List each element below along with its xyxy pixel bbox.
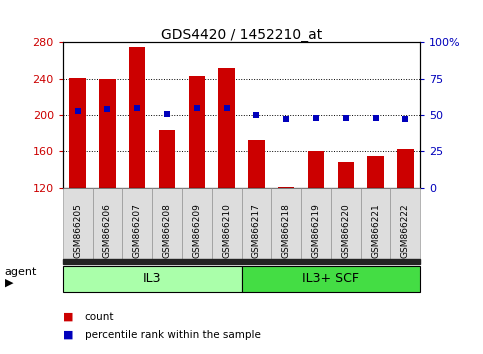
Text: GSM866218: GSM866218 [282, 204, 291, 258]
Text: GDS4420 / 1452210_at: GDS4420 / 1452210_at [161, 28, 322, 42]
Bar [218, 68, 235, 188]
Bar [129, 47, 145, 188]
Bar [368, 156, 384, 188]
Bar [159, 131, 175, 188]
Bar [338, 162, 354, 188]
Text: GSM866219: GSM866219 [312, 204, 320, 258]
Bar [278, 187, 294, 188]
Text: GSM866207: GSM866207 [133, 204, 142, 258]
Bar [397, 149, 413, 188]
Text: GSM866222: GSM866222 [401, 204, 410, 258]
Text: percentile rank within the sample: percentile rank within the sample [85, 330, 260, 339]
Text: count: count [85, 312, 114, 322]
Text: IL3: IL3 [143, 272, 161, 285]
Text: ▶: ▶ [5, 277, 14, 287]
Text: GSM866206: GSM866206 [103, 204, 112, 258]
Bar [308, 152, 324, 188]
Bar [248, 141, 265, 188]
Bar [70, 78, 86, 188]
Text: GSM866217: GSM866217 [252, 204, 261, 258]
Text: GSM866209: GSM866209 [192, 204, 201, 258]
Text: ■: ■ [63, 330, 73, 339]
Text: ■: ■ [63, 312, 73, 322]
Bar [99, 79, 115, 188]
Bar [189, 76, 205, 188]
Text: GSM866210: GSM866210 [222, 204, 231, 258]
Text: GSM866208: GSM866208 [163, 204, 171, 258]
Text: IL3+ SCF: IL3+ SCF [302, 272, 359, 285]
Text: agent: agent [5, 267, 37, 278]
Text: GSM866221: GSM866221 [371, 204, 380, 258]
Text: GSM866220: GSM866220 [341, 204, 350, 258]
Text: GSM866205: GSM866205 [73, 204, 82, 258]
